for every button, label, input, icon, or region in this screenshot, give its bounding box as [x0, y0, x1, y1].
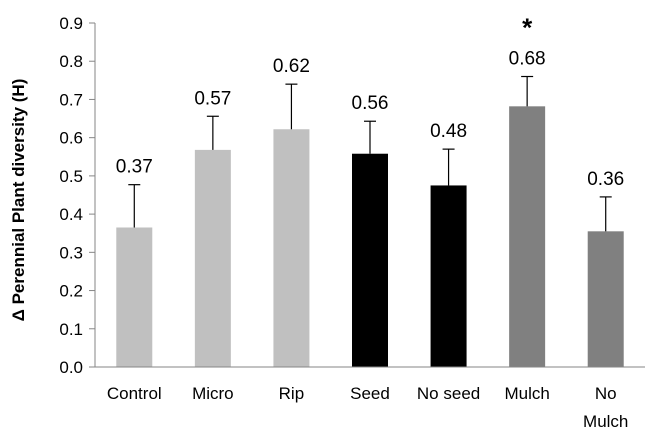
x-axis-labels: Control Micro Rip Seed No seed Mulch No Mulch [107, 384, 629, 431]
bar [273, 129, 310, 367]
x-tick-label: No [595, 384, 617, 403]
y-tick-label: 0.3 [59, 243, 83, 262]
data-label: 0.36 [587, 169, 624, 190]
y-axis-label: Δ Perennial Plant diversity (H) [9, 79, 28, 322]
bars [116, 106, 624, 367]
y-tick-label: 0.9 [59, 14, 83, 33]
bar [587, 231, 624, 367]
x-tick-label: Mulch [504, 384, 549, 403]
axes [94, 23, 645, 368]
bar [430, 185, 467, 367]
y-axis-ticks: 0.0 0.1 0.2 0.3 0.4 0.5 0.6 0.7 0.8 0.9 [59, 14, 95, 377]
data-labels: 0.37 0.57 0.62 0.56 0.48 0.68 0.36 [116, 49, 624, 190]
y-tick-label: 0.7 [59, 90, 83, 109]
y-tick-label: 0.1 [59, 320, 83, 339]
x-tick-label: Mulch [583, 412, 628, 431]
bar [194, 149, 231, 367]
x-tick-label: Control [107, 384, 162, 403]
y-tick-label: 0.0 [59, 358, 83, 377]
x-tick-label: Rip [279, 384, 305, 403]
significance-marker: * [522, 13, 533, 43]
error-bars [128, 75, 612, 232]
bar [509, 106, 546, 367]
data-label: 0.48 [430, 121, 467, 142]
data-label: 0.56 [352, 93, 389, 114]
data-label: 0.68 [509, 49, 546, 70]
y-tick-label: 0.8 [59, 52, 83, 71]
y-tick-label: 0.5 [59, 167, 83, 186]
annotations: * [522, 13, 533, 43]
bar [116, 227, 153, 367]
y-tick-label: 0.2 [59, 282, 83, 301]
x-tick-label: Micro [192, 384, 234, 403]
bar [352, 153, 388, 367]
y-tick-label: 0.6 [59, 129, 83, 148]
x-tick-label: No seed [417, 384, 480, 403]
data-label: 0.57 [194, 88, 231, 109]
data-label: 0.37 [116, 157, 153, 178]
y-tick-label: 0.4 [59, 205, 83, 224]
data-label: 0.62 [273, 56, 310, 77]
x-tick-label: Seed [350, 384, 390, 403]
